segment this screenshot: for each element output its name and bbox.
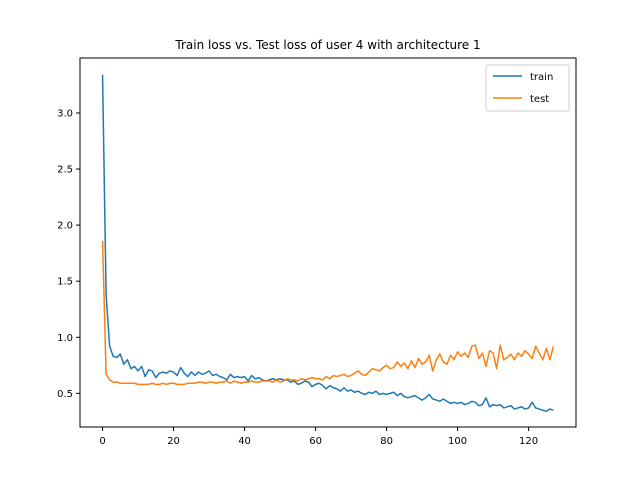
series-line-train (101, 74, 554, 413)
chart-title: Train loss vs. Test loss of user 4 with … (174, 38, 480, 52)
x-tick-label: 60 (309, 436, 322, 447)
x-tick-label: 120 (519, 436, 538, 447)
x-tick-label: 20 (167, 436, 180, 447)
x-axis: 0 20 40 60 80 100 120 (99, 427, 538, 447)
y-axis: 0.5 1.0 1.5 2.0 2.5 3.0 (57, 108, 80, 400)
plot-frame (79, 57, 577, 428)
y-tick-label: 2.5 (57, 165, 73, 176)
x-tick-label: 80 (380, 436, 393, 447)
plot-lines (101, 74, 555, 413)
y-tick-label: 2.0 (57, 221, 73, 232)
y-tick-label: 3.0 (57, 108, 73, 119)
legend-label-test: test (530, 94, 549, 105)
legend-label-train: train (530, 72, 553, 83)
legend: train test (485, 64, 570, 112)
y-tick-label: 1.0 (57, 333, 73, 344)
y-tick-label: 1.5 (57, 277, 73, 288)
y-tick-label: 0.5 (57, 389, 73, 400)
x-tick-label: 100 (448, 436, 467, 447)
x-tick-label: 0 (99, 436, 105, 447)
legend-box (485, 64, 570, 112)
x-tick-label: 40 (238, 436, 251, 447)
series-line-test (101, 240, 555, 386)
